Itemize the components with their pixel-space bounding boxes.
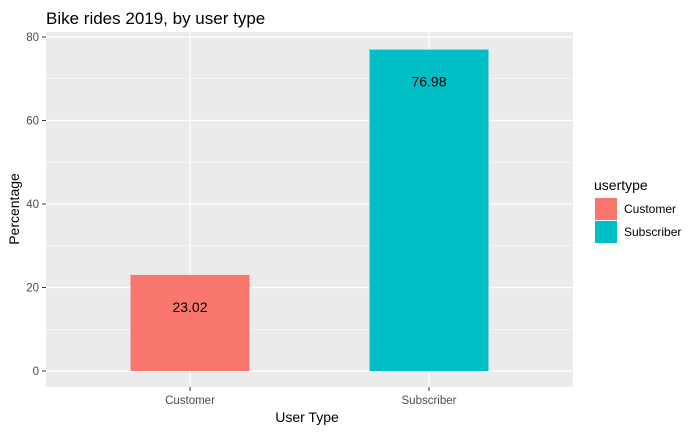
data-label-subscriber: 76.98 <box>411 74 446 90</box>
data-label-customer: 23.02 <box>172 299 207 315</box>
y-axis: 0 20 40 60 80 <box>26 32 46 378</box>
bar-subscriber <box>369 49 489 372</box>
y-tick-label: 40 <box>26 199 39 211</box>
bar-customer <box>130 274 250 371</box>
y-tick-label: 80 <box>26 32 39 44</box>
legend-key-subscriber <box>595 221 617 243</box>
chart-title: Bike rides 2019, by user type <box>46 9 265 28</box>
legend-label-customer: Customer <box>624 202 676 216</box>
legend: usertype Customer Subscriber <box>594 177 681 243</box>
x-axis-title: User Type <box>275 409 339 425</box>
x-tick-label-customer: Customer <box>165 395 215 407</box>
y-tick-label: 60 <box>26 116 39 128</box>
legend-key-customer <box>595 198 617 220</box>
data-labels: 23.02 76.98 <box>172 74 446 315</box>
bars <box>130 49 489 372</box>
y-tick-label: 20 <box>26 283 39 295</box>
x-axis: Customer Subscriber <box>165 387 457 407</box>
plot-panel <box>46 32 573 387</box>
legend-title: usertype <box>594 177 648 193</box>
legend-label-subscriber: Subscriber <box>624 225 681 239</box>
y-axis-title: Percentage <box>6 173 22 245</box>
x-tick-label-subscriber: Subscriber <box>402 395 457 407</box>
y-tick-label: 0 <box>33 366 39 378</box>
